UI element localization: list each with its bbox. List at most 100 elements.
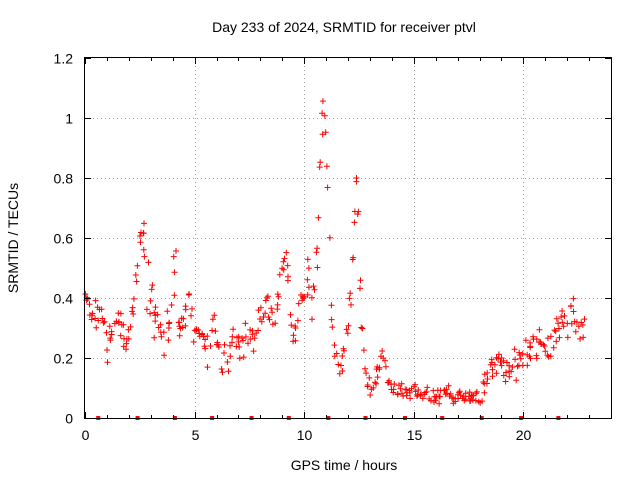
data-point [236,344,243,350]
data-point [357,285,363,292]
data-point [437,393,443,400]
data-point [242,333,249,340]
data-point [287,311,294,318]
data-point [336,370,343,377]
data-point [366,374,373,381]
data-point [245,340,251,347]
x-tick-label: 10 [297,427,313,443]
data-point [479,398,486,405]
data-point [240,354,247,361]
data-point [462,390,469,397]
data-point [240,337,246,344]
data-point [175,319,182,326]
data-point [568,303,574,310]
data-point [508,368,515,375]
data-point [221,341,228,348]
data-point [145,259,152,266]
data-point [358,324,365,331]
data-point [98,306,105,313]
data-point [235,338,242,345]
data-point [149,282,156,289]
data-point [315,214,322,221]
data-point [224,359,231,365]
data-point [170,253,177,260]
data-point [313,249,320,256]
data-point [137,233,143,239]
data-point [173,248,179,254]
data-point [310,283,317,290]
data-point [570,308,577,315]
data-point [311,286,318,293]
data-point [349,256,356,263]
data-point [351,219,358,226]
data-point [280,266,287,273]
data-point [509,364,516,370]
data-point [250,348,257,355]
data-point [132,272,139,278]
data-point [148,286,155,293]
data-point [215,341,221,348]
data-point [489,373,496,380]
data-point [230,326,237,333]
data-point [357,277,364,284]
data-point [362,365,368,372]
data-point [376,364,383,371]
data-point [262,310,269,317]
data-point [331,342,338,349]
data-point [212,328,219,335]
data-point [211,312,218,319]
data-point [491,361,498,368]
data-point [495,351,502,358]
data-point [323,163,330,170]
data-point [137,239,144,246]
data-point [547,353,554,360]
data-points [82,98,588,407]
data-point [335,361,342,368]
gridlines [85,58,611,418]
data-point [570,295,577,302]
x-tick-label: 20 [516,427,532,443]
data-point [171,269,178,276]
y-tick-label: 0.6 [54,231,74,247]
data-point [436,400,443,407]
data-point [473,388,480,395]
data-point [292,323,299,330]
data-point [204,333,211,340]
data-point [154,311,161,318]
data-point [86,301,93,308]
data-point [575,323,582,330]
data-point [284,262,291,269]
y-tick-label: 1 [65,111,73,127]
data-point [536,326,543,333]
y-tick-label: 0.8 [54,171,74,187]
data-point [264,293,271,300]
data-point [151,334,158,341]
data-point [276,271,283,278]
data-point [530,333,537,340]
data-point [103,329,110,336]
data-point [547,333,554,340]
data-point [339,368,346,374]
data-point [253,330,260,337]
data-point [141,220,147,227]
data-point [158,333,165,340]
data-point [129,308,136,315]
data-point [227,342,233,349]
data-point [495,355,502,362]
y-tick-label: 0.2 [54,351,74,367]
data-point [299,293,306,300]
data-point [165,320,172,327]
data-point [133,278,140,285]
data-point [140,246,147,253]
data-point [115,319,122,326]
data-point [544,352,551,359]
data-point [347,290,354,297]
data-point [141,253,148,260]
chart-title: Day 233 of 2024, SRMTID for receiver ptv… [212,19,476,35]
data-point [339,353,346,359]
x-tick-label: 0 [82,427,90,443]
data-point [406,389,413,396]
data-point [417,392,424,399]
data-point [423,388,430,395]
data-point [306,284,312,291]
